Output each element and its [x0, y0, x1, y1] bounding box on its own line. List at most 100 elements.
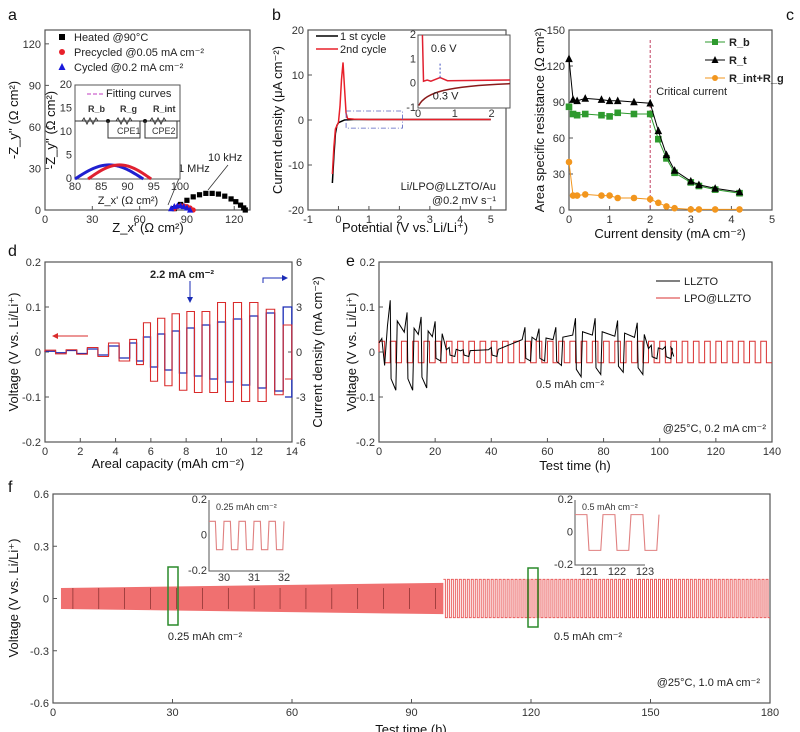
axes-frame	[44, 261, 293, 443]
x-tick-label: 5	[769, 214, 775, 226]
data-point-circle	[606, 192, 613, 199]
x-tick-label: 80	[597, 446, 609, 458]
inset-x-axis-label: Z_x' (Ω cm²)	[98, 195, 158, 207]
inset-frame	[74, 84, 181, 180]
x-axis-label-e: Test time (h)	[539, 458, 611, 473]
arrow-head-icon	[52, 333, 58, 339]
y-tick-label: 0.2	[26, 257, 41, 269]
x-tick-label: 0	[376, 446, 382, 458]
annotation-conditions-e: @25°C, 0.2 mA cm⁻²	[663, 423, 767, 435]
annotation-2.2ma: 2.2 mA cm⁻²	[150, 269, 214, 281]
y-axis-label-e: Voltage (V vs. Li/Li⁺)	[344, 293, 359, 412]
annotation-0.25mah: 0.25 mAh cm⁻²	[168, 631, 243, 643]
panel-label-f: f	[8, 479, 13, 496]
x-tick-label: 30	[86, 214, 98, 226]
inset-y-axis-label: -Z_y'' (Ω cm²)	[43, 91, 58, 169]
x-tick-label: 90	[405, 707, 417, 719]
y-tick-label: -0.1	[22, 392, 41, 404]
data-point-circle	[565, 158, 573, 166]
series-line	[568, 161, 740, 210]
inset-label: 0.5 mAh cm⁻²	[582, 502, 638, 512]
x-tick-label: 1	[607, 214, 613, 226]
inset-square-wave	[575, 514, 660, 551]
inset-x-tick-label: 80	[69, 181, 81, 193]
x-tick-label: 40	[485, 446, 497, 458]
x-tick-label: 150	[641, 707, 659, 719]
data-point-square	[222, 193, 228, 199]
inset-legend: Fitting curves	[106, 88, 172, 100]
inset-axes	[208, 500, 284, 572]
x-tick-label: 2	[396, 214, 402, 226]
data-point-square	[242, 207, 248, 213]
x-tick-label: 0	[42, 214, 48, 226]
y-tick-label: 0.1	[26, 302, 41, 314]
data-point-triangle	[630, 97, 638, 106]
data-point-square	[237, 202, 244, 208]
inset-x-tick-label: 100	[171, 181, 189, 193]
panel-label-d: d	[8, 243, 17, 260]
data-point-circle	[663, 203, 670, 210]
right-axis-arrow	[262, 277, 282, 283]
y-tick-label: 0.3	[34, 541, 49, 553]
circuit-wire	[144, 121, 178, 139]
annotation-scan-rate: @0.2 mV s⁻¹	[432, 195, 496, 207]
y-axis-label-a: -Z_y'' (Ω cm²)	[6, 81, 21, 159]
data-point-square	[569, 110, 577, 118]
data-point-triangle	[573, 96, 581, 105]
legend-marker	[711, 56, 719, 63]
x-tick-label: 14	[286, 446, 298, 458]
legend-marker	[712, 39, 718, 45]
annotation-arrow	[207, 164, 229, 191]
x-axis-label-a: Z_x' (Ω cm²)	[112, 220, 183, 235]
data-point-triangle	[695, 180, 703, 189]
data-point-triangle	[662, 150, 671, 159]
inset-y-tick-label: 10	[60, 126, 72, 138]
y-tick-label: 0	[35, 347, 41, 359]
panel-label-a: a	[8, 7, 17, 24]
inset-y-tick-label: 0	[410, 78, 416, 90]
x-tick-label: 5	[488, 214, 494, 226]
x-tick-label: 120	[522, 707, 540, 719]
x-tick-label: -1	[303, 214, 313, 226]
legend-entry-c: R_b	[729, 37, 750, 49]
y-tick-label: -20	[288, 205, 304, 217]
legend-marker	[712, 75, 718, 81]
y-tick-label: -0.3	[30, 646, 49, 658]
data-point-circle	[655, 199, 662, 207]
x-tick-label: 4	[728, 214, 734, 226]
panel-label-b: b	[272, 7, 281, 24]
data-point-square	[190, 194, 196, 200]
inset-x-tick-label: 30	[218, 572, 230, 584]
y-tick-label: 0.1	[360, 302, 375, 314]
legend-marker	[59, 34, 65, 40]
y2-tick-label: 6	[296, 257, 302, 269]
data-point-square	[565, 103, 573, 111]
inset-y-tick-label: 5	[66, 150, 72, 162]
x-tick-label: 180	[761, 707, 779, 719]
data-point-triangle	[735, 187, 744, 196]
inset-x-tick-label: 95	[148, 181, 160, 193]
inset-x-tick-label: 31	[248, 572, 260, 584]
legend-entry-b: 2nd cycle	[340, 44, 386, 56]
series-line-voltage	[44, 301, 293, 403]
data-point-square	[598, 111, 605, 119]
data-point-circle	[630, 194, 638, 202]
data-point-triangle	[597, 95, 606, 103]
data-point-square	[655, 135, 662, 143]
y-tick-label: 0.6	[34, 489, 49, 501]
circuit-label-rint: R_int	[153, 104, 176, 114]
data-point-circle	[646, 195, 654, 203]
y-tick-label: 0	[559, 205, 565, 217]
data-point-square	[203, 190, 209, 196]
y2-axis-label-d: Current density (mA cm⁻²)	[310, 276, 325, 427]
legend-entry-b: 1 st cycle	[340, 31, 386, 43]
data-point-circle	[687, 206, 695, 213]
inset-y-tick-label: 0	[567, 527, 573, 539]
circuit-label-rb: R_b	[88, 104, 106, 114]
resistor-icon	[149, 116, 167, 126]
x-tick-label: 3	[427, 214, 433, 226]
y-tick-label: -0.1	[356, 392, 375, 404]
annotation-10khz: 10 kHz	[208, 152, 242, 164]
y-tick-label: 120	[23, 39, 41, 51]
